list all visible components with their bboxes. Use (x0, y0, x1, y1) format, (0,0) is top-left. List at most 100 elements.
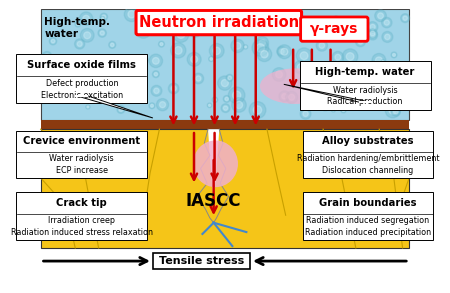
Circle shape (282, 93, 287, 99)
Circle shape (109, 41, 116, 48)
Circle shape (114, 61, 116, 64)
Circle shape (231, 39, 244, 52)
FancyBboxPatch shape (136, 11, 302, 35)
Circle shape (378, 13, 383, 19)
Circle shape (153, 71, 159, 78)
Circle shape (193, 12, 195, 15)
Circle shape (368, 29, 378, 38)
Circle shape (162, 18, 165, 21)
Circle shape (370, 33, 375, 38)
Circle shape (192, 11, 197, 16)
Text: Crack tip: Crack tip (56, 197, 107, 207)
Text: Surface oxide films: Surface oxide films (27, 60, 136, 70)
Circle shape (119, 108, 123, 111)
Circle shape (342, 49, 358, 64)
Circle shape (209, 43, 224, 58)
Circle shape (125, 56, 132, 63)
Circle shape (151, 85, 162, 96)
Circle shape (84, 32, 90, 39)
Circle shape (191, 56, 198, 63)
Text: Defect production
Electronic excitation: Defect production Electronic excitation (40, 79, 123, 100)
Circle shape (370, 24, 375, 30)
Circle shape (193, 73, 203, 84)
Circle shape (128, 11, 135, 18)
Circle shape (234, 42, 241, 49)
Circle shape (160, 16, 166, 23)
Circle shape (300, 79, 303, 82)
Circle shape (50, 38, 57, 45)
Circle shape (223, 96, 230, 102)
Circle shape (228, 76, 231, 80)
Circle shape (313, 80, 318, 84)
Circle shape (256, 37, 269, 49)
Circle shape (358, 39, 363, 44)
FancyBboxPatch shape (302, 131, 433, 178)
Circle shape (224, 19, 227, 23)
Circle shape (322, 101, 328, 108)
FancyBboxPatch shape (153, 253, 250, 270)
Circle shape (368, 30, 378, 40)
Circle shape (325, 99, 329, 103)
Text: Grain boundaries: Grain boundaries (319, 197, 417, 207)
Circle shape (326, 100, 328, 103)
Circle shape (253, 106, 262, 114)
Ellipse shape (193, 140, 238, 187)
Circle shape (46, 61, 59, 74)
Circle shape (319, 98, 332, 111)
Circle shape (272, 68, 286, 81)
Circle shape (100, 13, 108, 21)
Circle shape (382, 31, 393, 42)
Circle shape (190, 27, 201, 37)
Circle shape (316, 40, 328, 51)
Text: High-temp. water: High-temp. water (315, 67, 415, 77)
Circle shape (50, 64, 56, 70)
Circle shape (116, 62, 121, 66)
Circle shape (225, 97, 229, 100)
FancyBboxPatch shape (16, 131, 147, 178)
Circle shape (384, 20, 389, 25)
Circle shape (194, 23, 202, 31)
Circle shape (341, 22, 346, 26)
Circle shape (177, 30, 185, 38)
FancyBboxPatch shape (16, 192, 147, 241)
Bar (40, 129, 409, 248)
Circle shape (187, 52, 201, 66)
Circle shape (160, 43, 163, 46)
Circle shape (98, 29, 106, 37)
Circle shape (343, 21, 349, 26)
Circle shape (317, 19, 333, 35)
Bar (40, 120, 409, 129)
Circle shape (332, 109, 334, 111)
Circle shape (329, 64, 334, 69)
Circle shape (277, 45, 291, 59)
Circle shape (310, 77, 320, 87)
Circle shape (256, 44, 265, 52)
Circle shape (222, 17, 229, 24)
Circle shape (301, 91, 314, 105)
Circle shape (171, 43, 186, 58)
Circle shape (250, 9, 267, 26)
Text: Water radiolysis
ECP increase: Water radiolysis ECP increase (50, 154, 114, 175)
Circle shape (278, 16, 286, 25)
Circle shape (255, 13, 263, 21)
Circle shape (207, 103, 212, 108)
Circle shape (403, 16, 407, 20)
Circle shape (42, 52, 52, 61)
Circle shape (335, 17, 337, 19)
Circle shape (111, 43, 114, 47)
Circle shape (370, 31, 375, 36)
Circle shape (385, 103, 400, 118)
Polygon shape (284, 84, 371, 102)
Circle shape (158, 41, 164, 47)
Circle shape (382, 17, 392, 28)
Circle shape (105, 85, 114, 94)
Circle shape (259, 40, 266, 46)
Circle shape (304, 94, 310, 101)
Circle shape (302, 99, 306, 102)
Circle shape (218, 76, 232, 90)
Circle shape (221, 79, 229, 87)
Circle shape (319, 43, 324, 48)
Circle shape (296, 48, 312, 64)
Circle shape (331, 108, 336, 112)
Circle shape (279, 91, 290, 102)
